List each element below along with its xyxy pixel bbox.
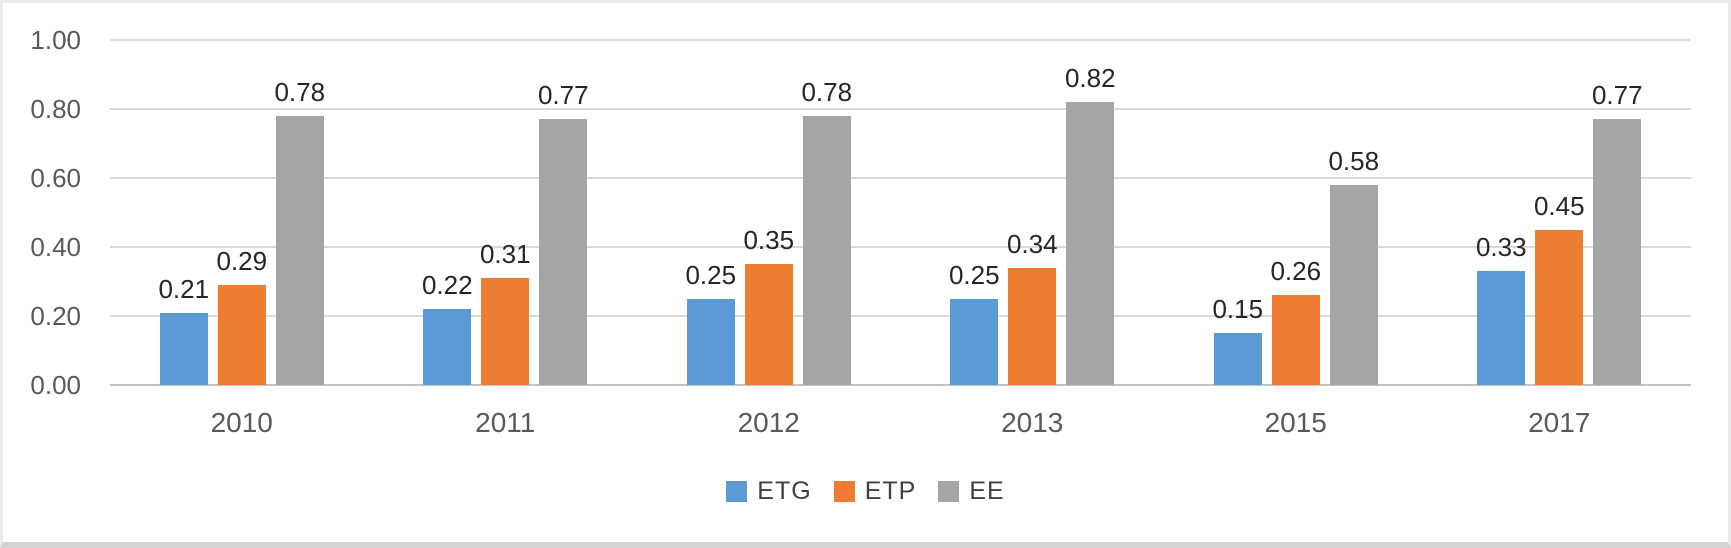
y-axis-tick-label: 1.00 bbox=[30, 25, 81, 55]
bar-value-label: 0.35 bbox=[743, 225, 795, 256]
x-axis-label-2013: 2013 bbox=[1001, 407, 1064, 438]
legend-item-etp: ETP bbox=[833, 477, 917, 505]
plot-area: 0.21 0.29 0.78 0.22 0.31 0.77 0.25 0.35 0.78 0.25… bbox=[110, 39, 1691, 386]
bar-etp-2011: 0.31 bbox=[480, 240, 531, 385]
bar-ee-2010: 0.78 bbox=[274, 78, 325, 385]
bar-groups: 0.21 0.29 0.78 0.22 0.31 0.77 0.25 0.35 0.78 0.25… bbox=[110, 40, 1691, 385]
bar-group-2013: 0.25 0.34 0.82 bbox=[901, 40, 1165, 385]
gridline bbox=[110, 39, 1691, 41]
bar-value-label: 0.34 bbox=[1006, 228, 1058, 259]
bar-value-label: 0.21 bbox=[158, 273, 210, 304]
x-axis-line bbox=[110, 384, 1691, 386]
bar-etg-2010: 0.21 bbox=[158, 275, 209, 385]
y-axis-tick-label: 0.60 bbox=[30, 163, 81, 193]
bar-group-2010: 0.21 0.29 0.78 bbox=[110, 40, 374, 385]
bar-etp-2013: 0.34 bbox=[1007, 230, 1058, 385]
bar-value-label: 0.25 bbox=[685, 259, 737, 290]
x-axis: 2010 2011 2012 2013 2015 2017 bbox=[110, 406, 1691, 440]
bar-ee-2011: 0.77 bbox=[538, 81, 589, 385]
legend: ETG ETP EE bbox=[3, 477, 1728, 505]
bar-value-label: 0.78 bbox=[801, 76, 853, 107]
bar-value-label: 0.22 bbox=[421, 270, 473, 301]
y-axis: 0.00 0.20 0.40 0.60 0.80 1.00 bbox=[3, 3, 81, 542]
bar-group-2015: 0.15 0.26 0.58 bbox=[1164, 40, 1428, 385]
bar-value-label: 0.15 bbox=[1212, 294, 1264, 325]
bar-group-2017: 0.33 0.45 0.77 bbox=[1428, 40, 1692, 385]
y-axis-tick-label: 0.20 bbox=[30, 301, 81, 331]
bar-etg-2013: 0.25 bbox=[949, 261, 1000, 385]
bar-value-label: 0.82 bbox=[1064, 63, 1116, 94]
bar-etp-2015: 0.26 bbox=[1270, 257, 1321, 385]
bar-etg-2015: 0.15 bbox=[1212, 295, 1263, 385]
bar-value-label: 0.45 bbox=[1533, 190, 1585, 221]
y-axis-tick-label: 0.80 bbox=[30, 94, 81, 124]
bar-value-label: 0.26 bbox=[1270, 256, 1322, 287]
bar-value-label: 0.77 bbox=[537, 80, 589, 111]
legend-item-etg: ETG bbox=[726, 477, 811, 505]
y-axis-tick-label: 0.40 bbox=[30, 232, 81, 262]
bar-value-label: 0.33 bbox=[1475, 232, 1527, 263]
bar-value-label: 0.25 bbox=[948, 259, 1000, 290]
x-axis-label-2010: 2010 bbox=[210, 407, 273, 438]
bar-ee-2015: 0.58 bbox=[1328, 147, 1379, 385]
bar-etp-2010: 0.29 bbox=[216, 247, 267, 385]
bar-value-label: 0.78 bbox=[274, 76, 326, 107]
bar-etg-2011: 0.22 bbox=[422, 271, 473, 385]
legend-item-ee: EE bbox=[938, 477, 1004, 505]
bar-value-label: 0.31 bbox=[479, 239, 531, 270]
gridline bbox=[110, 315, 1691, 317]
legend-label: ETP bbox=[864, 477, 917, 505]
legend-label: ETG bbox=[757, 477, 812, 505]
bar-ee-2012: 0.78 bbox=[801, 78, 852, 385]
gridline bbox=[110, 246, 1691, 248]
bar-value-label: 0.58 bbox=[1328, 145, 1380, 176]
gridline bbox=[110, 177, 1691, 179]
x-axis-label-2015: 2015 bbox=[1264, 407, 1327, 438]
bar-ee-2013: 0.82 bbox=[1065, 64, 1116, 385]
bar-etp-2017: 0.45 bbox=[1534, 192, 1585, 385]
bar-etg-2017: 0.33 bbox=[1476, 233, 1527, 385]
bar-etp-2012: 0.35 bbox=[743, 226, 794, 385]
x-axis-label-2011: 2011 bbox=[475, 407, 536, 438]
x-axis-label-2017: 2017 bbox=[1528, 407, 1591, 438]
bar-etg-2012: 0.25 bbox=[685, 261, 736, 385]
y-axis-tick-label: 0.00 bbox=[30, 370, 81, 400]
bar-group-2011: 0.22 0.31 0.77 bbox=[374, 40, 638, 385]
bar-ee-2017: 0.77 bbox=[1592, 81, 1643, 385]
legend-swatch-ee-icon bbox=[938, 480, 960, 502]
bar-value-label: 0.77 bbox=[1591, 80, 1643, 111]
legend-swatch-etp-icon bbox=[833, 480, 855, 502]
gridline bbox=[110, 108, 1691, 110]
bar-value-label: 0.29 bbox=[216, 245, 268, 276]
bar-group-2012: 0.25 0.35 0.78 bbox=[637, 40, 901, 385]
legend-label: EE bbox=[969, 477, 1005, 505]
x-axis-label-2012: 2012 bbox=[737, 407, 800, 438]
legend-swatch-etg-icon bbox=[726, 480, 748, 502]
